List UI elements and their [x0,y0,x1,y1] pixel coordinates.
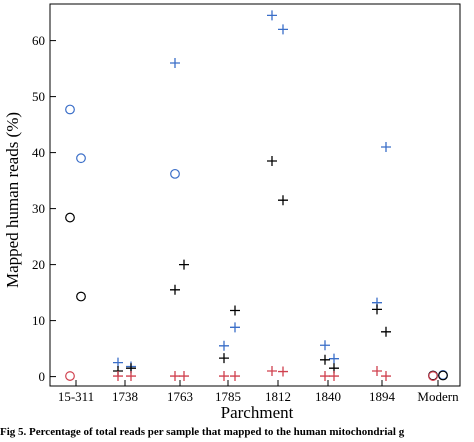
y-tick-label: 50 [32,89,45,104]
x-tick-label: 1785 [215,389,241,404]
x-tick-label: 1738 [112,389,138,404]
plot-border [49,3,461,387]
data-point-plus-red [381,371,391,382]
x-tick-label: 1840 [315,389,341,404]
data-point-plus-red [170,371,180,382]
data-point-plus-blue [329,353,339,364]
data-point-plus-red [113,371,123,382]
y-axis-label: Mapped human reads (%) [3,112,22,288]
data-point-circle-red [65,371,75,381]
y-tick-label: 60 [32,33,45,48]
data-point-plus-blue [219,340,229,351]
y-tick-label: 10 [32,313,45,328]
data-point-plus-red [320,371,330,382]
data-point-circle-black [76,291,86,302]
figure-caption: Fig 5. Percentage of total reads per sam… [0,426,405,438]
x-tick-label: 1894 [369,389,396,404]
y-tick-label: 20 [32,257,45,272]
x-tick-label: Modern [417,389,459,404]
data-point-circle-black [438,370,448,381]
data-point-plus-blue [320,340,330,351]
data-point-circle-blue [65,104,75,115]
data-point-plus-blue [267,10,277,21]
data-point-plus-red [219,371,229,382]
x-tick-label: 1812 [265,389,291,404]
data-point-plus-black [372,304,382,315]
y-tick-label: 30 [32,201,45,216]
x-tick-label: 1763 [167,389,193,404]
data-point-plus-black [179,259,189,270]
data-point-plus-red [372,366,382,376]
data-point-plus-blue [230,322,240,333]
data-point-plus-black [267,156,277,166]
data-point-plus-black [219,353,229,364]
data-point-plus-red [329,371,339,382]
data-point-plus-blue [381,142,391,152]
data-point-plus-black [230,305,240,316]
data-points [65,10,448,382]
data-point-plus-blue [278,24,288,35]
data-point-plus-blue [170,58,180,68]
y-tick-label: 0 [39,369,46,384]
data-point-plus-red [278,366,288,377]
data-point-plus-red [179,371,189,382]
data-point-plus-black [170,284,180,295]
data-point-plus-blue [113,357,123,368]
data-point-plus-black [320,354,330,365]
scatter-chart: 0 10 20 30 40 50 60 15-311 1738 1763 1785 1812 1840… [3,3,461,422]
data-point-plus-red [126,371,136,382]
data-point-plus-black [278,195,288,206]
data-point-circle-blue [170,168,180,179]
data-point-plus-black [381,326,391,337]
data-point-plus-red [230,371,240,382]
data-point-circle-blue [76,153,86,164]
x-axis-label: Parchment [221,403,294,422]
data-point-circle-red [428,371,438,381]
x-tick-label: 15-311 [58,389,94,404]
plot-frame [49,3,461,387]
data-point-plus-red [267,366,277,376]
x-axis: 15-311 1738 1763 1785 1812 1840 1894 Modern [58,380,459,404]
y-axis: 0 10 20 30 40 50 60 [32,33,56,384]
data-point-circle-black [65,212,75,223]
y-tick-label: 40 [32,145,45,160]
